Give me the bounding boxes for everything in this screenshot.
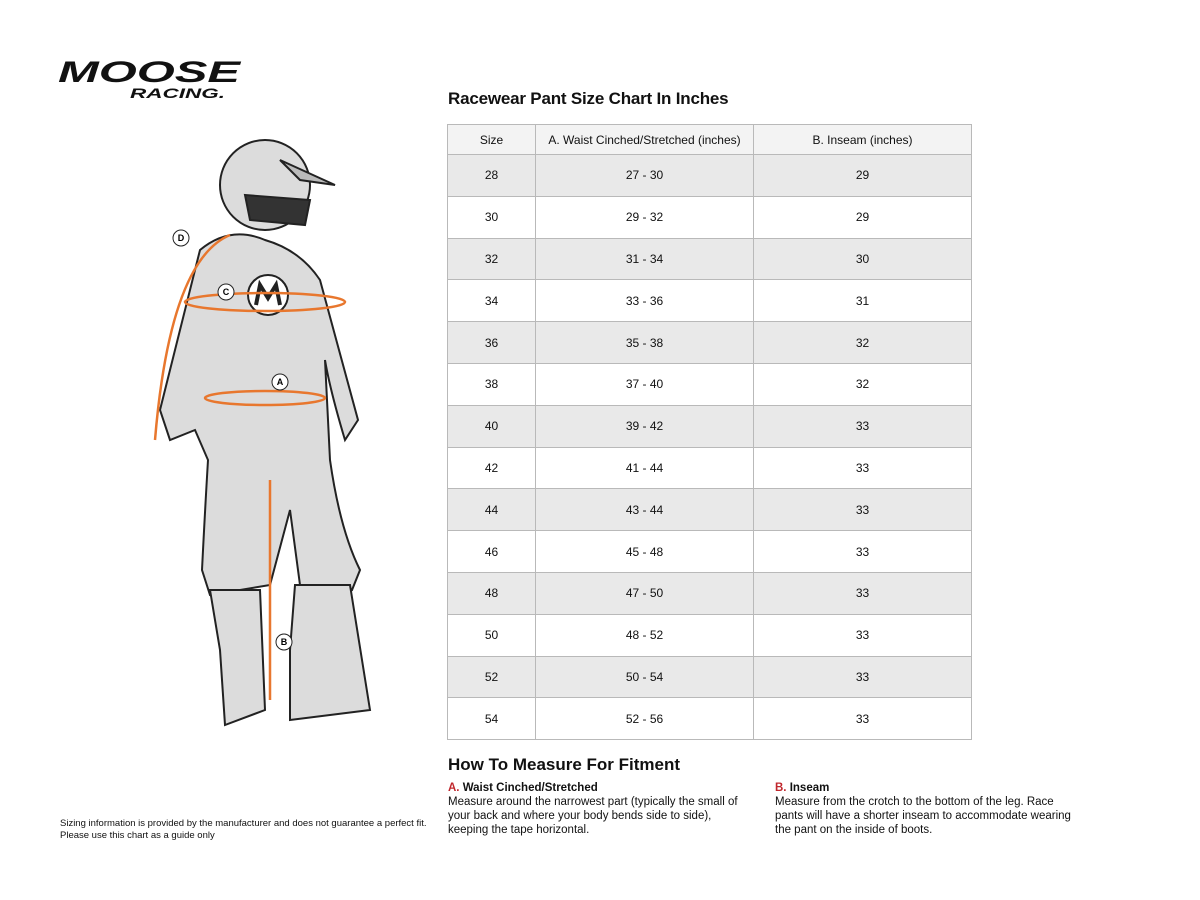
waist-cell: 43 - 44 <box>535 488 754 532</box>
header-size: Size <box>447 124 536 155</box>
inseam-label: Inseam <box>789 782 830 794</box>
page-title: Racewear Pant Size Chart In Inches <box>448 89 729 108</box>
marker-c: C A B D <box>172 229 293 651</box>
waist-cell: 33 - 36 <box>535 279 754 323</box>
table-row: 40 39 - 42 33 <box>447 404 972 448</box>
how-to-measure-title: How To Measure For Fitment <box>448 755 681 774</box>
measure-inseam: B. Inseam Measure from the crotch to the… <box>775 781 1075 837</box>
size-cell: 54 <box>447 697 536 741</box>
inseam-cell: 33 <box>753 697 972 741</box>
svg-text:MOOSE: MOOSE <box>58 58 242 89</box>
inseam-cell: 33 <box>753 613 972 657</box>
table-row: 48 47 - 50 33 <box>447 571 972 615</box>
disclaimer-line-2: Please use this chart as a guide only <box>60 830 215 841</box>
inseam-description: Measure from the crotch to the bottom of… <box>775 796 1071 836</box>
size-cell: 50 <box>447 613 536 657</box>
disclaimer: Sizing information is provided by the ma… <box>60 818 427 842</box>
waist-cell: 29 - 32 <box>535 195 754 239</box>
waist-cell: 41 - 44 <box>535 446 754 490</box>
inseam-cell: 31 <box>753 279 972 323</box>
size-cell: 32 <box>447 237 536 281</box>
svg-text:B: B <box>281 637 288 647</box>
table-row: 50 48 - 52 33 <box>447 613 972 657</box>
waist-cell: 48 - 52 <box>535 613 754 657</box>
rider-measurement-illustration: C A B D <box>153 139 372 727</box>
svg-text:A: A <box>277 377 284 387</box>
table-row: 28 27 - 30 29 <box>447 154 972 197</box>
waist-cell: 52 - 56 <box>535 697 754 741</box>
waist-description: Measure around the narrowest part (typic… <box>448 796 738 836</box>
measure-waist: A. Waist Cinched/Stretched Measure aroun… <box>448 781 748 837</box>
inseam-cell: 33 <box>753 571 972 615</box>
inseam-cell: 33 <box>753 530 972 573</box>
table-row: 52 50 - 54 33 <box>447 655 972 699</box>
table-row: 36 35 - 38 32 <box>447 321 972 364</box>
table-row: 46 45 - 48 33 <box>447 530 972 573</box>
table-row: 54 52 - 56 33 <box>447 697 972 741</box>
table-row: 34 33 - 36 31 <box>447 279 972 323</box>
waist-cell: 39 - 42 <box>535 404 754 448</box>
size-cell: 36 <box>447 321 536 364</box>
inseam-cell: 29 <box>753 154 972 197</box>
inseam-cell: 32 <box>753 362 972 406</box>
inseam-cell: 33 <box>753 488 972 532</box>
waist-cell: 35 - 38 <box>535 321 754 364</box>
size-cell: 42 <box>447 446 536 490</box>
size-chart-table: Size A. Waist Cinched/Stretched (inches)… <box>447 124 972 741</box>
table-row: 38 37 - 40 32 <box>447 362 972 406</box>
table-row: 32 31 - 34 30 <box>447 237 972 281</box>
table-row: 30 29 - 32 29 <box>447 195 972 239</box>
moose-racing-logo: MOOSE RACING. <box>58 58 242 100</box>
header-inseam: B. Inseam (inches) <box>753 124 972 155</box>
waist-cell: 45 - 48 <box>535 530 754 573</box>
waist-letter: A. <box>448 782 460 794</box>
inseam-cell: 30 <box>753 237 972 281</box>
svg-text:D: D <box>178 233 185 243</box>
disclaimer-line-1: Sizing information is provided by the ma… <box>60 818 427 829</box>
waist-cell: 27 - 30 <box>535 154 754 197</box>
table-row: 42 41 - 44 33 <box>447 446 972 490</box>
size-cell: 40 <box>447 404 536 448</box>
size-cell: 38 <box>447 362 536 406</box>
waist-cell: 31 - 34 <box>535 237 754 281</box>
table-header-row: Size A. Waist Cinched/Stretched (inches)… <box>447 124 972 155</box>
inseam-cell: 32 <box>753 321 972 364</box>
size-cell: 34 <box>447 279 536 323</box>
size-cell: 52 <box>447 655 536 699</box>
svg-text:C: C <box>223 287 230 297</box>
inseam-cell: 33 <box>753 655 972 699</box>
svg-text:RACING.: RACING. <box>130 85 225 100</box>
waist-cell: 37 - 40 <box>535 362 754 406</box>
waist-cell: 47 - 50 <box>535 571 754 615</box>
inseam-cell: 33 <box>753 404 972 448</box>
inseam-cell: 29 <box>753 195 972 239</box>
size-cell: 48 <box>447 571 536 615</box>
header-waist: A. Waist Cinched/Stretched (inches) <box>535 124 754 155</box>
size-cell: 28 <box>447 154 536 197</box>
waist-cell: 50 - 54 <box>535 655 754 699</box>
size-cell: 44 <box>447 488 536 532</box>
size-cell: 30 <box>447 195 536 239</box>
inseam-cell: 33 <box>753 446 972 490</box>
waist-label: Waist Cinched/Stretched <box>462 782 598 794</box>
inseam-letter: B. <box>775 782 787 794</box>
table-row: 44 43 - 44 33 <box>447 488 972 532</box>
size-cell: 46 <box>447 530 536 573</box>
